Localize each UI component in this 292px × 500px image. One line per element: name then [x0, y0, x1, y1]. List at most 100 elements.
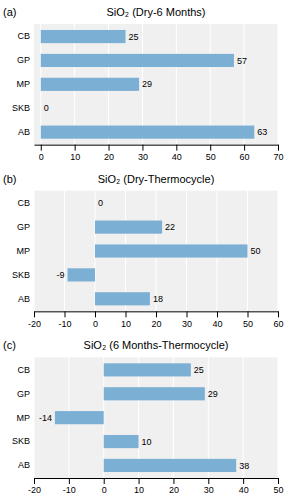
x-tick-mark [34, 478, 35, 484]
bar [41, 126, 255, 139]
panel: 02250-918-20-100102030405060CBGPMPSKBABS… [3, 173, 284, 329]
x-tick-label: 40 [212, 319, 222, 329]
x-tick: 0 [39, 145, 44, 162]
x-tick-label: -10 [63, 485, 76, 495]
x-tick: 20 [169, 478, 179, 495]
x-tick-mark [139, 478, 140, 484]
x-tick-label: 20 [169, 485, 179, 495]
x-tick-label: 50 [243, 319, 253, 329]
bar [41, 54, 234, 67]
bar [104, 459, 236, 472]
x-tick-label: 20 [151, 319, 161, 329]
y-tick-label: CB [17, 31, 30, 41]
y-tick-label: SKB [12, 103, 30, 113]
y-tick: SKB [12, 270, 34, 280]
x-tick-label: 20 [104, 152, 114, 162]
y-tick-label: AB [18, 294, 30, 304]
y-tick: SKB [12, 103, 34, 113]
panel-label: (a) [3, 6, 16, 18]
bar [95, 197, 96, 210]
y-tick: CB [17, 198, 34, 208]
bar [104, 387, 205, 400]
x-tick: 20 [104, 145, 114, 162]
y-tick: AB [18, 460, 34, 470]
y-tick: GP [17, 389, 34, 399]
plot-background [34, 191, 278, 312]
y-tick-label: MP [17, 246, 31, 256]
y-tick-label: GP [17, 389, 30, 399]
x-tick-label: 60 [240, 152, 250, 162]
x-tick-label: 30 [138, 152, 148, 162]
x-tick: 10 [70, 145, 80, 162]
bars [41, 30, 255, 139]
y-tick-label: AB [18, 460, 30, 470]
y-tick-label: GP [17, 222, 30, 232]
y-axis: CB GP MP SKB AB [12, 365, 34, 471]
x-tick-label: 50 [273, 485, 283, 495]
x-tick-mark [176, 145, 177, 151]
bar [55, 411, 104, 424]
bar [95, 244, 248, 257]
x-tick-label: 10 [70, 152, 80, 162]
x-tick-label: 50 [206, 152, 216, 162]
x-tick-mark [217, 311, 218, 317]
y-tick: CB [17, 31, 34, 41]
x-tick-mark [278, 145, 279, 151]
data-label: -14 [39, 413, 52, 423]
x-tick-label: 0 [39, 152, 44, 162]
data-label: 57 [237, 56, 247, 66]
x-tick: -20 [28, 478, 41, 495]
y-tick: GP [17, 55, 34, 65]
x-tick-label: -10 [58, 319, 71, 329]
x-tick-mark [244, 145, 245, 151]
data-label: 50 [251, 246, 261, 256]
x-tick: 20 [151, 311, 161, 328]
data-label: 25 [129, 32, 139, 42]
x-axis: -20-1001020304050 [28, 478, 284, 495]
x-tick-mark [278, 478, 279, 484]
x-tick-mark [41, 145, 42, 151]
x-tick-mark [173, 478, 174, 484]
plot-background [34, 357, 278, 478]
y-tick-label: CB [17, 365, 30, 375]
x-tick-label: 60 [273, 319, 283, 329]
grid [34, 357, 278, 478]
y-tick-label: MP [17, 79, 31, 89]
grid-line [34, 191, 35, 312]
x-tick-mark [65, 311, 66, 317]
x-tick-mark [75, 145, 76, 151]
x-tick-mark [248, 311, 249, 317]
title: SiO₂ (Dry-6 Months) [106, 6, 205, 18]
x-tick-mark [109, 145, 110, 151]
x-axis-line [35, 145, 279, 146]
y-tick: MP [17, 413, 35, 423]
x-tick-mark [210, 145, 211, 151]
x-tick: -10 [58, 311, 71, 328]
y-tick: SKB [12, 436, 34, 446]
data-label: 25 [194, 365, 204, 375]
y-tick: CB [17, 365, 34, 375]
grid [41, 24, 278, 145]
grid-line [278, 24, 279, 145]
x-tick-mark [208, 478, 209, 484]
data-label: -9 [57, 270, 65, 280]
x-tick-label: 30 [204, 485, 214, 495]
bar [104, 435, 139, 448]
x-tick-label: 10 [134, 485, 144, 495]
x-tick: 60 [240, 145, 250, 162]
y-tick-label: SKB [12, 270, 30, 280]
x-tick-mark [69, 478, 70, 484]
x-tick: 30 [138, 145, 148, 162]
x-tick: 70 [273, 145, 283, 162]
x-tick-mark [187, 311, 188, 317]
y-tick: MP [17, 79, 35, 89]
grid-line [278, 191, 279, 312]
title: SiO₂ (Dry-Thermocycle) [98, 173, 215, 185]
x-tick: 60 [273, 311, 283, 328]
x-tick-label: 70 [273, 152, 283, 162]
bar [41, 78, 139, 91]
grid-line [278, 357, 279, 478]
x-tick-label: 10 [121, 319, 131, 329]
data-label: 38 [239, 461, 249, 471]
bars [68, 221, 248, 306]
